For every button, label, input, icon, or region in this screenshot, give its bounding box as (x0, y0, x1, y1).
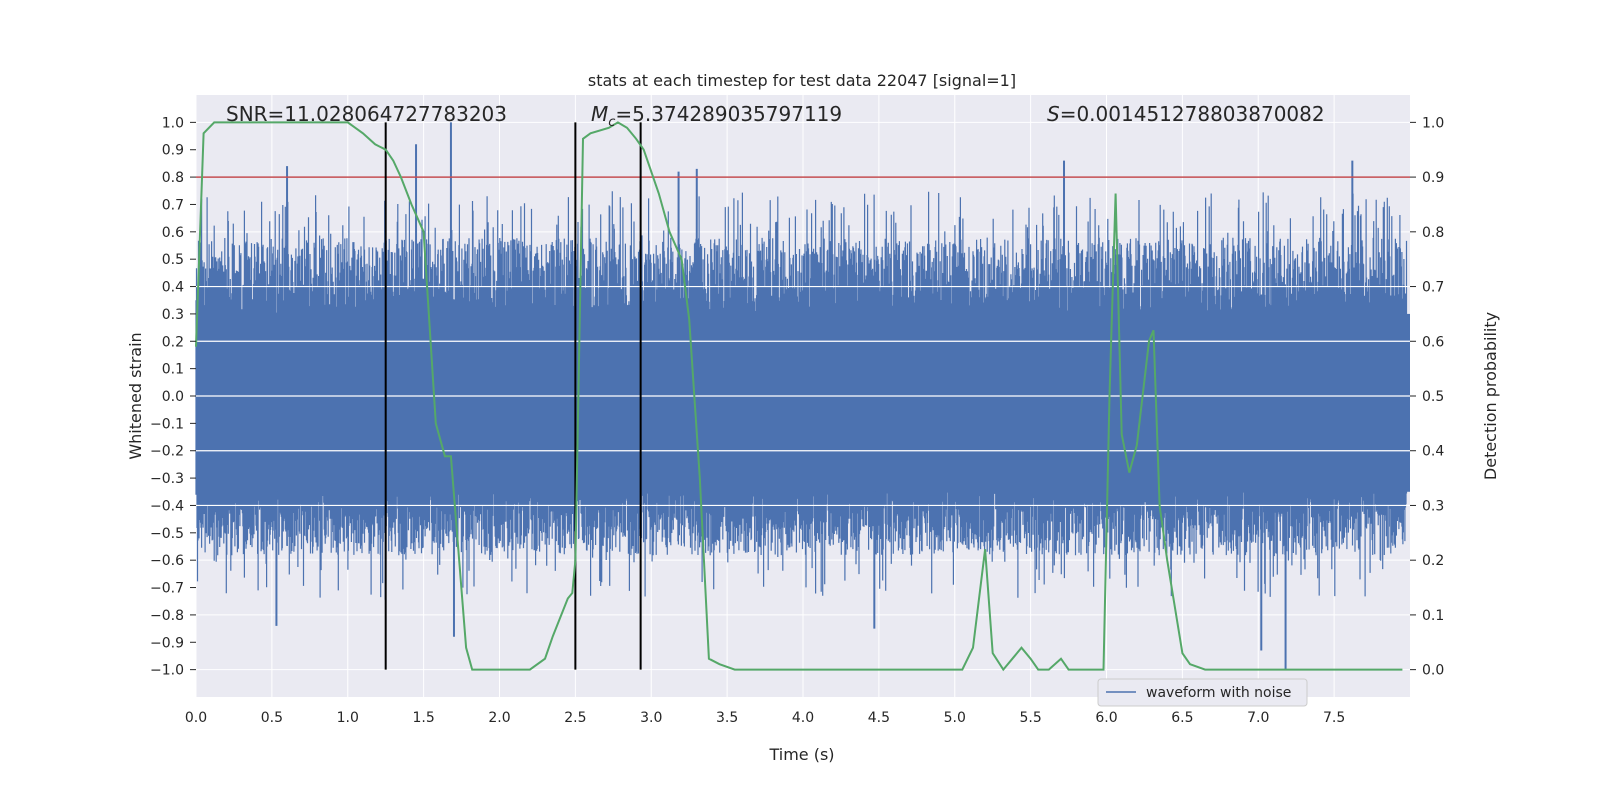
y-right-tick-label: 0.8 (1422, 225, 1444, 241)
waveform-core-band (196, 313, 1410, 492)
y-tick-label: 0.7 (162, 197, 184, 213)
x-tick-label: 1.0 (337, 710, 359, 726)
s-annotation: S=0.001451278803870082 (1047, 102, 1325, 126)
y-right-tick-label: 1.0 (1422, 115, 1444, 131)
x-tick-label: 2.5 (564, 710, 586, 726)
y-right-tick-label: 0.9 (1422, 170, 1444, 186)
x-tick-label: 4.0 (792, 710, 814, 726)
y-right-tick-label: 0.3 (1422, 498, 1444, 514)
y-right-axis-label: Detection probability (1481, 312, 1500, 480)
y-tick-label: −0.3 (150, 471, 184, 487)
y-tick-label: 0.8 (162, 170, 184, 186)
y-right-tick-label: 0.1 (1422, 608, 1444, 624)
waveform-series (195, 122, 1410, 670)
y-tick-label: −0.4 (150, 498, 184, 514)
y-axis-ticks: 1.0 0.9 0.8 0.7 0.6 0.5 0.4 0.3 0.2 0.1 0.0 −0.1 −0.… (150, 115, 196, 679)
x-tick-label: 5.5 (1019, 710, 1041, 726)
y-tick-label: 0.0 (162, 389, 184, 405)
y-tick-label: 0.1 (162, 362, 184, 378)
y-tick-label: −0.5 (150, 526, 184, 542)
x-tick-label: 5.0 (944, 710, 966, 726)
chart-title: stats at each timestep for test data 220… (588, 71, 1016, 90)
y-tick-label: −0.1 (150, 416, 184, 432)
y-tick-label: −1.0 (150, 663, 184, 679)
y-right-tick-label: 0.6 (1422, 334, 1444, 350)
y-tick-label: 0.4 (162, 280, 184, 296)
y-tick-label: 0.6 (162, 225, 184, 241)
detection-probability-line (195, 121, 1403, 672)
overlay-lines (195, 121, 1410, 672)
y-right-tick-label: 0.2 (1422, 553, 1444, 569)
y-tick-label: −0.7 (150, 581, 184, 597)
x-tick-label: 6.5 (1171, 710, 1193, 726)
x-tick-label: 0.5 (261, 710, 283, 726)
y-tick-label: 0.9 (162, 143, 184, 159)
y-tick-label: 0.2 (162, 334, 184, 350)
legend-label: waveform with noise (1146, 685, 1291, 701)
x-tick-label: 6.0 (1095, 710, 1117, 726)
x-tick-label: 2.0 (488, 710, 510, 726)
x-axis-label: Time (s) (768, 745, 834, 764)
x-tick-label: 3.5 (716, 710, 738, 726)
chirp-mass-annotation: Mc=5.374289035797119 (591, 102, 842, 130)
x-tick-label: 4.5 (868, 710, 890, 726)
x-tick-label: 3.0 (640, 710, 662, 726)
x-axis-ticks: 0.0 0.5 1.0 1.5 2.0 2.5 3.0 3.5 4.0 4.5 5.0 5.5 6.0 6… (185, 710, 1345, 726)
x-tick-label: 7.0 (1247, 710, 1269, 726)
x-tick-label: 0.0 (185, 710, 207, 726)
y-tick-label: −0.6 (150, 553, 184, 569)
y-tick-label: 0.3 (162, 307, 184, 323)
y-tick-label: 1.0 (162, 115, 184, 131)
y-tick-label: −0.9 (150, 635, 184, 651)
y-right-tick-label: 0.5 (1422, 389, 1444, 405)
x-tick-label: 1.5 (412, 710, 434, 726)
y-right-tick-label: 0.7 (1422, 280, 1444, 296)
snr-annotation: SNR=11.028064727783203 (226, 102, 507, 126)
y-right-tick-label: 0.4 (1422, 444, 1444, 460)
y-tick-label: 0.5 (162, 252, 184, 268)
y-tick-label: −0.2 (150, 444, 184, 460)
y-right-tick-label: 0.0 (1422, 663, 1444, 679)
y-axis-label: Whitened strain (126, 332, 145, 459)
y-right-axis-ticks: 1.0 0.9 0.8 0.7 0.6 0.5 0.4 0.3 0.2 0.1 0.0 (1410, 115, 1444, 679)
x-tick-label: 7.5 (1323, 710, 1345, 726)
legend: waveform with noise (1097, 678, 1308, 707)
y-tick-label: −0.8 (150, 608, 184, 624)
legend-box (1097, 678, 1308, 707)
